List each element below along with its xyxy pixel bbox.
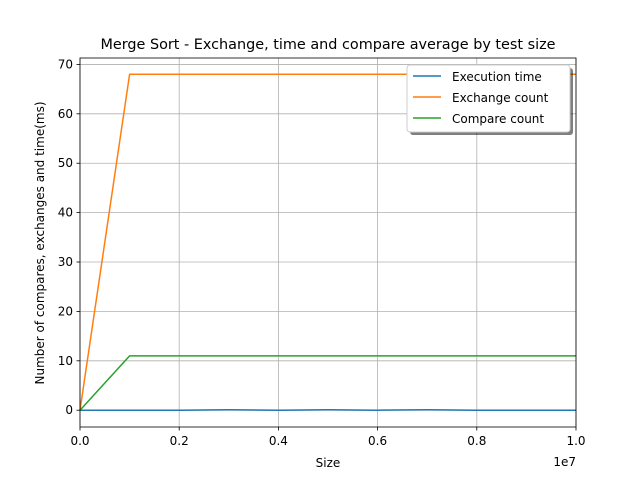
x-tick-label: 0.4 xyxy=(269,434,288,448)
y-tick-label: 60 xyxy=(58,107,73,121)
y-tick-label: 50 xyxy=(58,156,73,170)
x-axis-ticks: 0.0 0.2 0.4 0.6 0.8 1.0 xyxy=(70,427,586,448)
legend-label-compare-count: Compare count xyxy=(452,112,544,126)
x-tick-label: 0.6 xyxy=(368,434,387,448)
legend: Execution time Exchange count Compare co… xyxy=(406,64,573,135)
x-axis-label: Size xyxy=(316,456,341,470)
y-tick-label: 20 xyxy=(58,304,73,318)
x-axis-offset-label: 1e7 xyxy=(553,455,576,469)
y-axis-label: Number of compares, exchanges and time(m… xyxy=(33,101,47,384)
legend-label-exchange-count: Exchange count xyxy=(452,91,549,105)
y-tick-label: 70 xyxy=(58,57,73,71)
legend-box xyxy=(406,64,571,133)
y-tick-label: 40 xyxy=(58,206,73,220)
x-tick-label: 0.8 xyxy=(467,434,486,448)
legend-label-execution-time: Execution time xyxy=(452,70,542,84)
x-tick-label: 1.0 xyxy=(566,434,585,448)
x-tick-label: 0.0 xyxy=(70,434,89,448)
y-tick-label: 10 xyxy=(58,354,73,368)
chart-title: Merge Sort - Exchange, time and compare … xyxy=(100,37,555,53)
series-line-compare-count xyxy=(79,355,576,411)
y-tick-label: 0 xyxy=(65,403,73,417)
y-tick-label: 30 xyxy=(58,255,73,269)
x-tick-label: 0.2 xyxy=(170,434,189,448)
plot-frame xyxy=(79,57,577,428)
y-axis-ticks: 0 10 20 30 40 50 60 70 xyxy=(58,57,80,417)
